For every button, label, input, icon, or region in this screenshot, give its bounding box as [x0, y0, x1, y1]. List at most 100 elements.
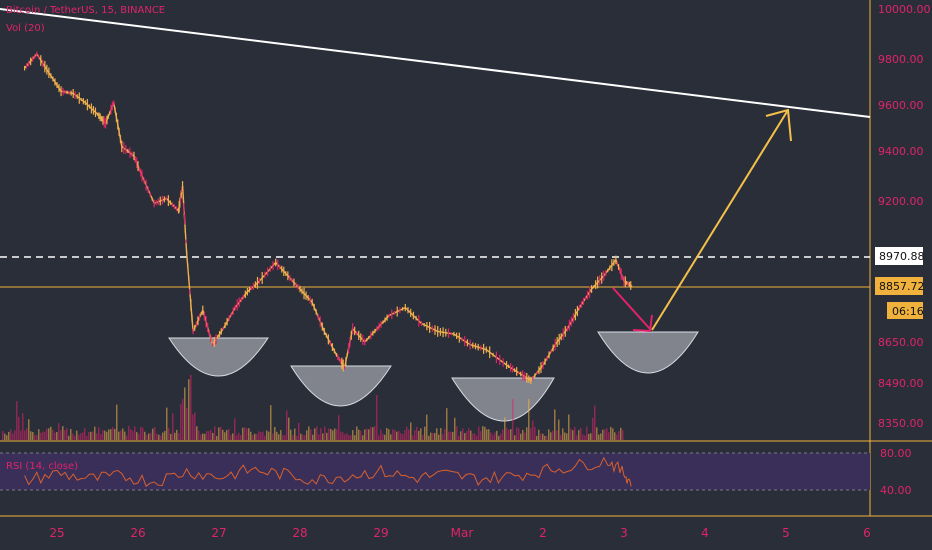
volume-bar [444, 428, 446, 440]
volume-bar [428, 435, 430, 440]
volume-bar [588, 433, 590, 440]
volume-bar [390, 434, 392, 440]
volume-bar [134, 426, 136, 440]
volume-bar [220, 426, 222, 440]
volume-bar [192, 414, 194, 440]
volume-bar [10, 429, 12, 440]
volume-bar [502, 429, 504, 440]
volume-bar [104, 430, 106, 440]
volume-bar [360, 430, 362, 440]
volume-bar [366, 428, 368, 440]
volume-bar [126, 435, 128, 440]
volume-bar [92, 431, 94, 440]
projection-arrowhead [765, 108, 792, 142]
volume-bar [284, 435, 286, 440]
volume-bar [70, 429, 72, 440]
volume-bar [338, 415, 340, 440]
volume-bar [490, 432, 492, 440]
volume-bar [62, 426, 64, 440]
volume-bar [250, 431, 252, 440]
volume-bar [518, 428, 520, 440]
volume-bar [156, 433, 158, 440]
time-tick-label: 2 [539, 526, 547, 540]
volume-bar [4, 433, 6, 440]
volume-bar [432, 433, 434, 440]
price-tick-label: 9800.00 [878, 53, 924, 66]
time-tick-label: 4 [701, 526, 709, 540]
volume-bar [148, 433, 150, 440]
volume-bar [496, 430, 498, 440]
volume-bar [116, 404, 118, 440]
volume-bar [46, 428, 48, 440]
volume-bar [548, 429, 550, 440]
volume-bar [208, 431, 210, 440]
volume-bar [334, 428, 336, 440]
volume-bar [568, 414, 570, 440]
volume-bar [290, 429, 292, 440]
volume-bar [248, 428, 250, 440]
volume-bar [42, 431, 44, 440]
volume-bar [566, 433, 568, 440]
volume-bar [398, 430, 400, 440]
volume-bar [114, 428, 116, 440]
volume-bar [416, 426, 418, 440]
rsi-tick-label: 80.00 [880, 447, 912, 460]
volume-bar [606, 428, 608, 440]
volume-bar [544, 435, 546, 440]
volume-bar [230, 434, 232, 440]
volume-bar [260, 432, 262, 440]
volume-bar [494, 432, 496, 440]
volume-bar [358, 429, 360, 440]
volume-bar [234, 418, 236, 440]
countdown-badge [887, 302, 923, 319]
volume-bar [310, 429, 312, 440]
volume-bar [48, 428, 50, 440]
volume-bar [486, 429, 488, 440]
volume-bar [574, 427, 576, 440]
volume-bar [44, 431, 46, 440]
volume-bar [580, 427, 582, 440]
volume-bar [252, 434, 254, 440]
volume-bar [560, 434, 562, 440]
volume-bar [288, 417, 290, 440]
volume-bar [466, 431, 468, 440]
volume-bar [520, 433, 522, 440]
volume-bar [376, 395, 378, 440]
volume-bar [140, 426, 142, 440]
volume-bar [418, 430, 420, 440]
volume-bar [102, 429, 104, 440]
volume-bar [224, 432, 226, 440]
volume-bar [112, 427, 114, 440]
volume-bar [6, 435, 8, 440]
volume-bar [88, 431, 90, 440]
resistance-price-badge [875, 247, 923, 265]
volume-bar [314, 428, 316, 440]
volume-bar [136, 432, 138, 440]
volume-bar [160, 435, 162, 440]
volume-bar [212, 432, 214, 440]
volume-bar [50, 426, 52, 440]
volume-indicator-label: Vol (20) [6, 23, 45, 34]
volume-bar [604, 429, 606, 440]
volume-bar [132, 430, 134, 440]
volume-bar [180, 403, 182, 440]
volume-bar [356, 426, 358, 440]
volume-bar [258, 431, 260, 440]
volume-bar [86, 435, 88, 440]
volume-bar [584, 435, 586, 440]
volume-bar [474, 433, 476, 440]
volume-bar [272, 433, 274, 440]
volume-bar [100, 434, 102, 440]
volume-bar [372, 427, 374, 440]
volume-bar [598, 434, 600, 440]
volume-bar [538, 429, 540, 440]
volume-bar [436, 428, 438, 440]
volume-bar [454, 417, 456, 440]
price-tick-label: 8650.00 [878, 336, 924, 349]
volume-bar [450, 431, 452, 440]
volume-bar [324, 426, 326, 440]
volume-bar [420, 428, 422, 440]
volume-bar [352, 430, 354, 440]
volume-bar [264, 435, 266, 440]
